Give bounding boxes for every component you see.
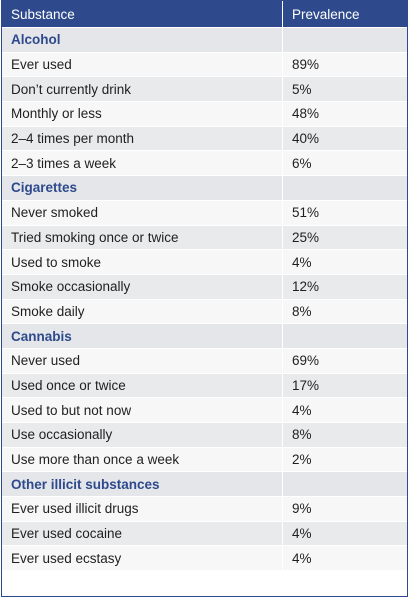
section-value-empty (282, 471, 409, 498)
substance-label: 2–3 times a week (1, 150, 283, 177)
prevalence-value: 4% (282, 397, 409, 423)
prevalence-value: 6% (282, 150, 409, 177)
section-value-empty (282, 175, 409, 201)
table-row: Monthly or less 48% (1, 101, 409, 127)
substance-label: Smoke occasionally (1, 274, 283, 300)
table-row: Ever used illicit drugs 9% (1, 496, 409, 522)
table-row: Tried smoking once or twice 25% (1, 225, 409, 251)
substance-label: Don’t currently drink (1, 76, 283, 103)
prevalence-value: 89% (282, 52, 409, 78)
substance-label: Ever used illicit drugs (1, 496, 283, 522)
section-label: Other illicit substances (1, 471, 283, 498)
prevalence-value: 40% (282, 126, 409, 152)
substance-label: Used to smoke (1, 249, 283, 275)
section-value-empty (282, 323, 409, 349)
prevalence-value: 25% (282, 225, 409, 251)
prevalence-value: 69% (282, 348, 409, 374)
prevalence-value: 2% (282, 447, 409, 473)
substance-label: Never smoked (1, 200, 283, 226)
prevalence-table: Substance Prevalence Alcohol Ever used 89%… (1, 0, 409, 572)
substance-label: Never used (1, 348, 283, 374)
column-header-substance: Substance (1, 0, 283, 28)
prevalence-value: 17% (282, 373, 409, 399)
prevalence-value: 4% (282, 249, 409, 275)
substance-label: Ever used ecstasy (1, 545, 283, 572)
substance-label: Ever used (1, 52, 283, 78)
table-row: Used to smoke 4% (1, 249, 409, 275)
table-row: Smoke daily 8% (1, 299, 409, 325)
table-row: Used once or twice 17% (1, 373, 409, 399)
section-header-row: Cannabis (1, 323, 409, 349)
table-row: Use occasionally 8% (1, 422, 409, 448)
table-header-row: Substance Prevalence (1, 0, 409, 28)
substance-label: Tried smoking once or twice (1, 225, 283, 251)
section-label: Cannabis (1, 323, 283, 349)
prevalence-value: 51% (282, 200, 409, 226)
table-row: Don’t currently drink 5% (1, 76, 409, 103)
table-row: Smoke occasionally 12% (1, 274, 409, 300)
prevalence-value: 9% (282, 496, 409, 522)
section-header-row: Cigarettes (1, 175, 409, 201)
prevalence-value: 12% (282, 274, 409, 300)
substance-label: Smoke daily (1, 299, 283, 325)
table-body: Alcohol Ever used 89% Don’t currently drink… (1, 27, 409, 572)
prevalence-value: 8% (282, 299, 409, 325)
section-header-row: Other illicit substances (1, 471, 409, 498)
table-row: 2–4 times per month 40% (1, 126, 409, 152)
table-row: Never used 69% (1, 348, 409, 374)
table-row: Never smoked 51% (1, 200, 409, 226)
substance-label: Monthly or less (1, 101, 283, 127)
table-row: Use more than once a week 2% (1, 447, 409, 473)
table-row: 2–3 times a week 6% (1, 150, 409, 177)
section-label: Alcohol (1, 27, 283, 53)
substance-label: Ever used cocaine (1, 521, 283, 547)
section-label: Cigarettes (1, 175, 283, 201)
table-row: Ever used 89% (1, 52, 409, 78)
column-header-prevalence: Prevalence (282, 0, 409, 28)
substance-label: Used to but not now (1, 397, 283, 423)
substance-label: Use occasionally (1, 422, 283, 448)
section-value-empty (282, 27, 409, 53)
section-header-row: Alcohol (1, 27, 409, 53)
substance-label: Use more than once a week (1, 447, 283, 473)
table-row: Ever used ecstasy 4% (1, 545, 409, 572)
prevalence-value: 4% (282, 545, 409, 572)
table-row: Ever used cocaine 4% (1, 521, 409, 547)
substance-label: Used once or twice (1, 373, 283, 399)
prevalence-value: 4% (282, 521, 409, 547)
prevalence-value: 5% (282, 76, 409, 103)
substance-label: 2–4 times per month (1, 126, 283, 152)
prevalence-value: 48% (282, 101, 409, 127)
prevalence-value: 8% (282, 422, 409, 448)
table-row: Used to but not now 4% (1, 397, 409, 423)
